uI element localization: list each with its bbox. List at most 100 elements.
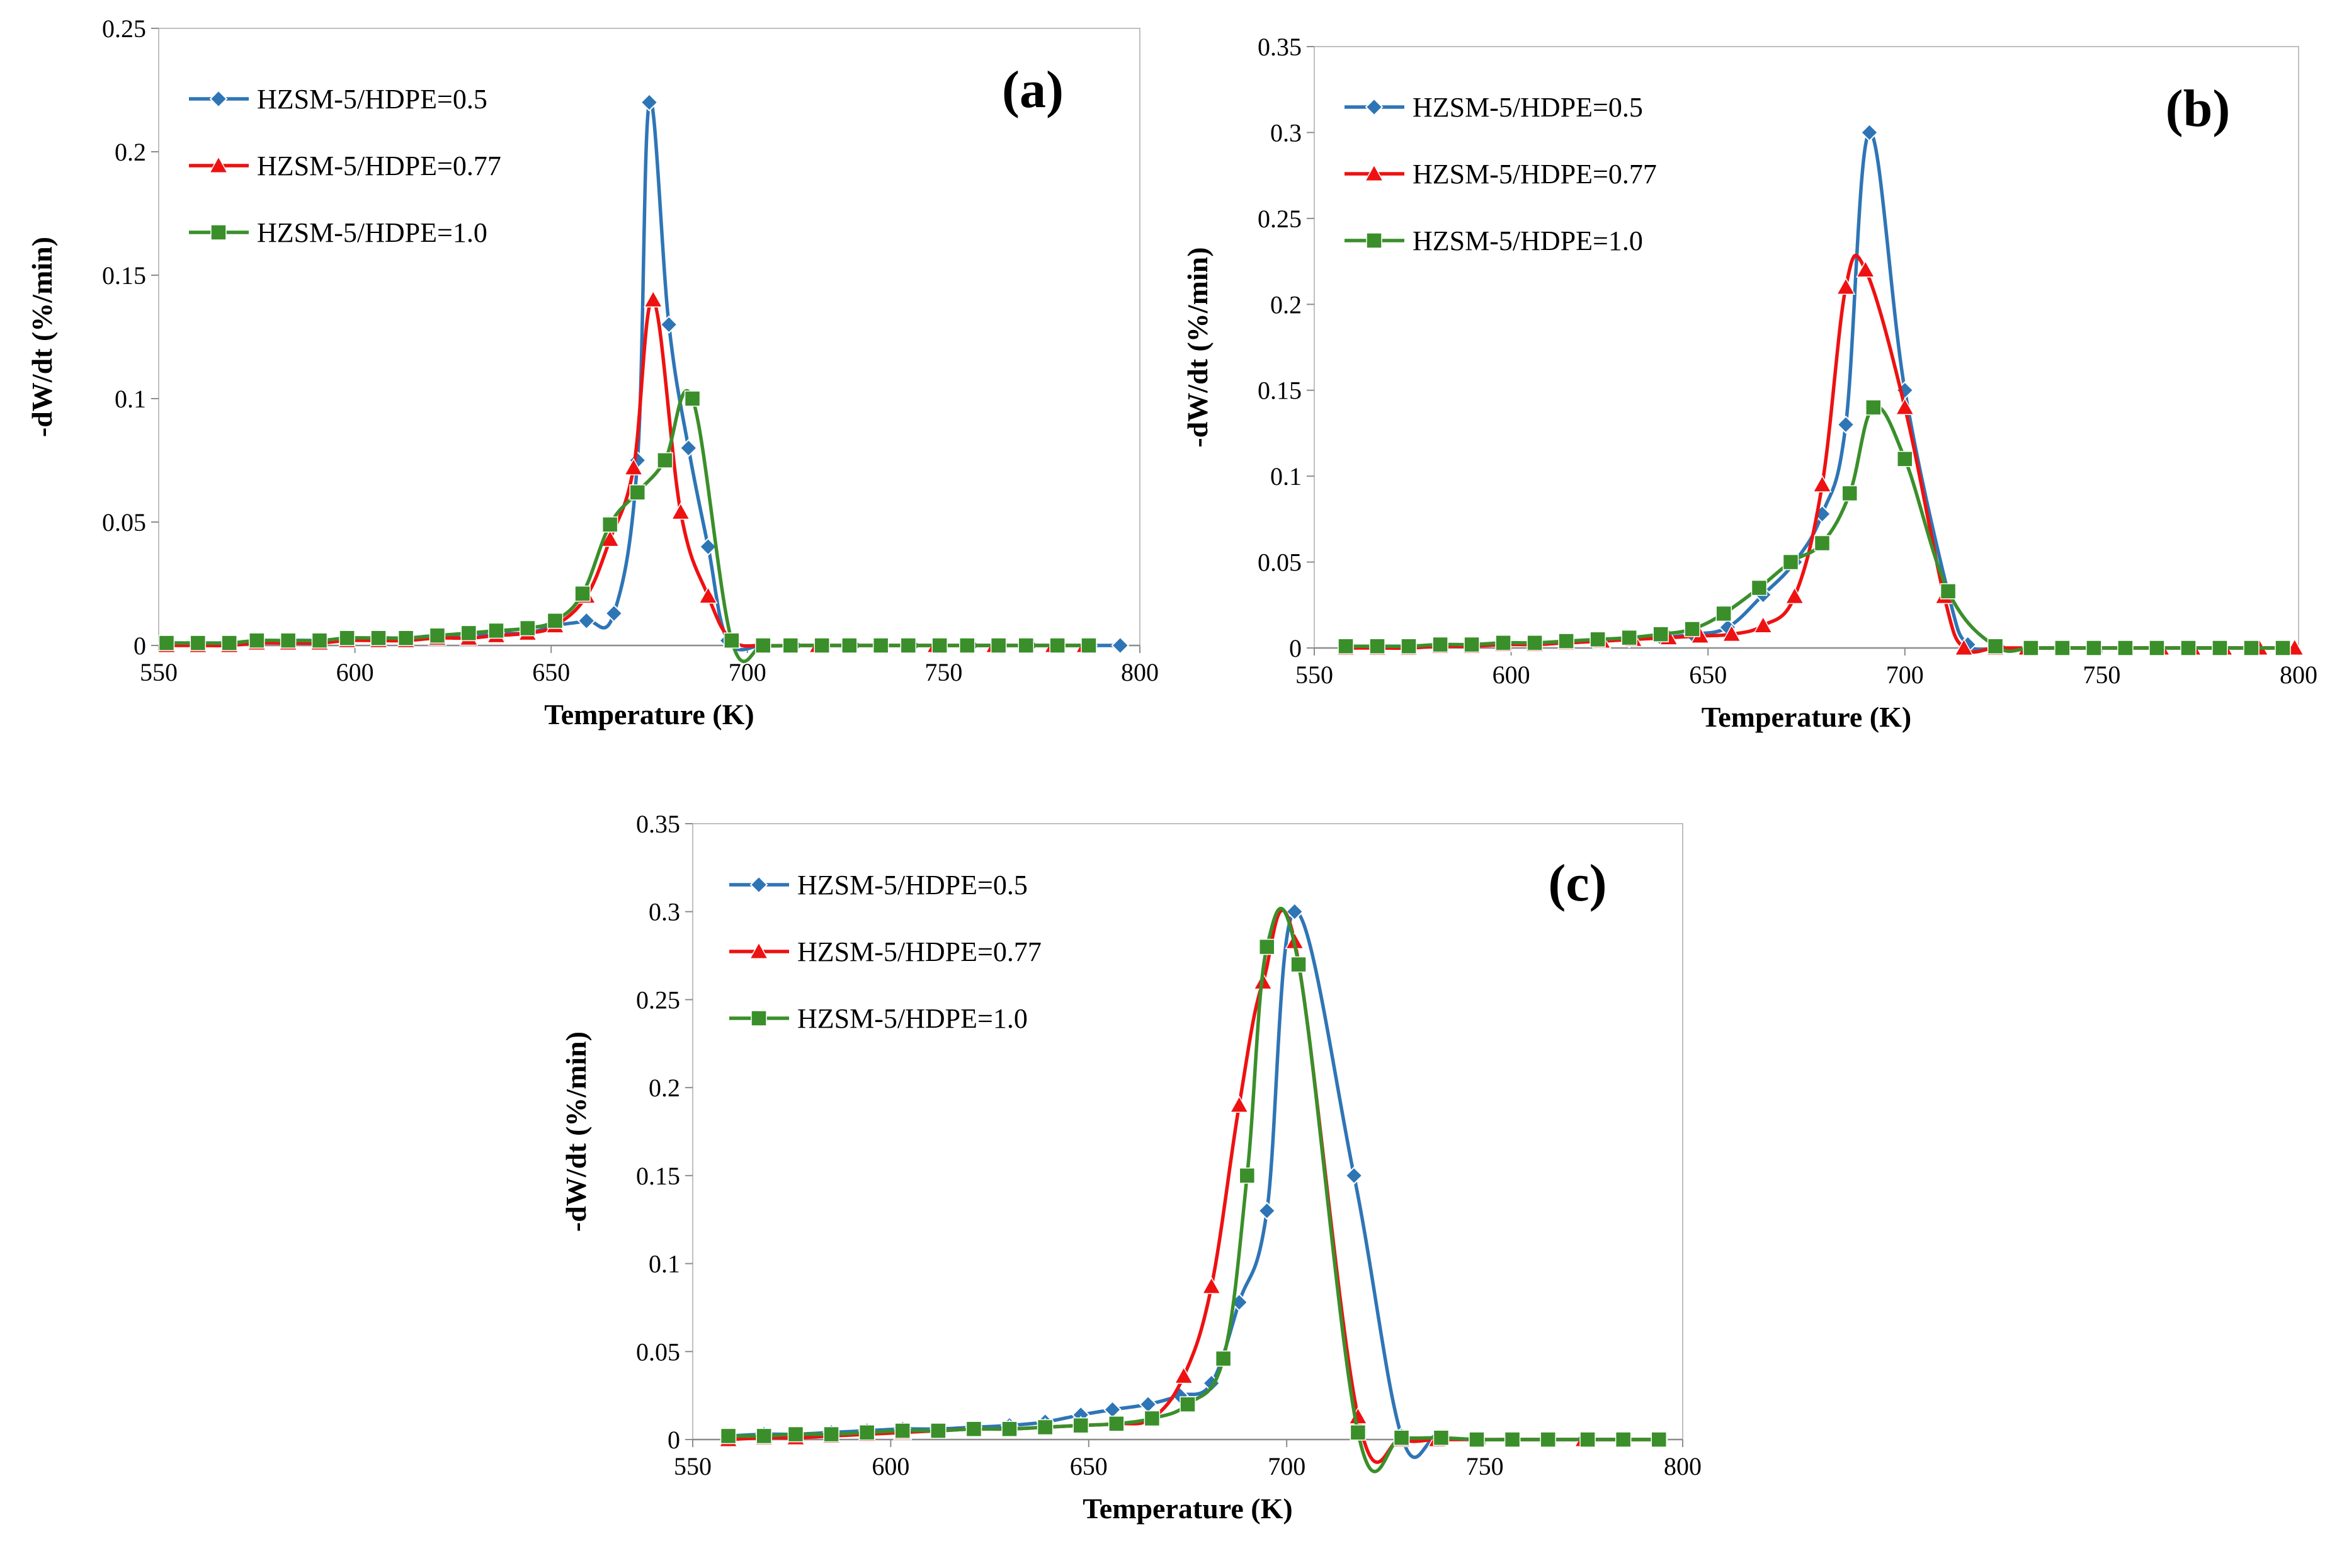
data-point bbox=[1785, 586, 1805, 605]
data-point bbox=[2054, 640, 2071, 656]
series-line bbox=[726, 908, 1661, 1464]
data-point bbox=[1841, 485, 1858, 502]
data-point bbox=[1751, 579, 1768, 596]
data-point bbox=[605, 604, 623, 623]
y-tick-label: 0.1 bbox=[115, 385, 146, 413]
data-point bbox=[1814, 535, 1831, 552]
x-tick-label: 650 bbox=[532, 658, 570, 686]
data-point bbox=[574, 585, 591, 602]
y-tick-label: 0.35 bbox=[636, 810, 680, 838]
data-point bbox=[1836, 277, 1856, 295]
data-point bbox=[756, 1428, 772, 1445]
data-point bbox=[931, 637, 948, 654]
data-point bbox=[280, 632, 297, 649]
data-point bbox=[1527, 635, 1543, 651]
y-tick-label: 0.15 bbox=[102, 261, 146, 290]
x-tick-label: 650 bbox=[1689, 661, 1727, 689]
legend-marker bbox=[1365, 98, 1384, 116]
legend-label: HZSM-5/HDPE=0.77 bbox=[797, 936, 1042, 967]
legend-marker bbox=[208, 156, 229, 173]
data-point bbox=[1348, 1407, 1368, 1424]
data-point bbox=[623, 458, 644, 475]
series-2 bbox=[157, 290, 1095, 653]
legend-marker bbox=[749, 875, 768, 894]
y-tick-label: 0 bbox=[668, 1426, 680, 1454]
data-point bbox=[1180, 1396, 1196, 1412]
data-point bbox=[787, 1426, 804, 1443]
data-point bbox=[488, 622, 504, 639]
x-tick-label: 700 bbox=[1268, 1452, 1305, 1480]
y-tick-label: 0.25 bbox=[1258, 205, 1302, 233]
x-tick-label: 600 bbox=[336, 658, 374, 686]
legend: HZSM-5/HDPE=0.5 HZSM-5/HDPE=0.77 HZSM-5/HD… bbox=[729, 870, 1042, 1034]
legend-item: HZSM-5/HDPE=0.5 bbox=[1345, 92, 1643, 123]
data-point bbox=[1081, 637, 1097, 654]
panel-label: (a) bbox=[1002, 60, 1064, 119]
data-point bbox=[520, 620, 536, 637]
plot-area-border bbox=[158, 28, 1140, 646]
legend-marker bbox=[751, 1010, 767, 1026]
data-point bbox=[2086, 640, 2102, 656]
data-point bbox=[339, 630, 355, 646]
data-point bbox=[679, 438, 698, 457]
chart-panel-b: 0 0.05 0.1 0.15 0.2 0.25 0.3 0.35 550 600 650 700 75… bbox=[1181, 33, 2317, 733]
legend-marker bbox=[1364, 164, 1384, 181]
data-point bbox=[2212, 640, 2228, 656]
series-line bbox=[726, 909, 1661, 1459]
x-axis-title: Temperature (K) bbox=[1702, 701, 1911, 733]
data-point bbox=[640, 93, 659, 112]
y-tick-label: 0.15 bbox=[636, 1162, 680, 1190]
data-point bbox=[699, 537, 717, 556]
series-line bbox=[164, 389, 1091, 663]
data-point bbox=[1174, 1366, 1193, 1384]
x-axis-title: Temperature (K) bbox=[544, 698, 754, 730]
series-line bbox=[1344, 254, 2297, 654]
legend-label: HZSM-5/HDPE=0.5 bbox=[257, 84, 487, 115]
data-point bbox=[1940, 583, 1957, 599]
data-point bbox=[1432, 636, 1448, 653]
legend-label: HZSM-5/HDPE=0.5 bbox=[1413, 92, 1643, 123]
legend-item: HZSM-5/HDPE=1.0 bbox=[1345, 225, 1643, 256]
chart-panel-c: 0 0.05 0.1 0.15 0.2 0.25 0.3 0.35 550 600 650 700 75… bbox=[560, 810, 1702, 1525]
x-tick-label: 700 bbox=[1886, 661, 1924, 689]
series-2 bbox=[719, 908, 1669, 1464]
data-point bbox=[1684, 621, 1700, 637]
data-point bbox=[1285, 902, 1304, 921]
data-point bbox=[158, 635, 175, 651]
legend-item: HZSM-5/HDPE=0.77 bbox=[729, 936, 1042, 967]
data-point bbox=[1338, 638, 1354, 655]
data-point bbox=[1615, 1431, 1632, 1448]
data-point bbox=[1258, 1202, 1277, 1220]
data-point bbox=[1144, 1410, 1161, 1427]
x-tick-label: 550 bbox=[1295, 661, 1333, 689]
data-point bbox=[1753, 615, 1773, 633]
data-point bbox=[2149, 640, 2165, 656]
data-point bbox=[370, 630, 387, 646]
data-point bbox=[1897, 451, 1913, 467]
data-point bbox=[1782, 554, 1799, 571]
legend-marker bbox=[1366, 232, 1382, 249]
data-point bbox=[397, 630, 414, 646]
y-tick-label: 0 bbox=[1289, 634, 1302, 662]
data-point bbox=[1836, 415, 1855, 434]
data-point bbox=[1072, 1417, 1089, 1434]
x-tick-label: 750 bbox=[2083, 661, 2120, 689]
legend-item: HZSM-5/HDPE=0.77 bbox=[189, 151, 501, 181]
x-tick-label: 700 bbox=[729, 658, 766, 686]
data-point bbox=[601, 516, 618, 533]
legend: HZSM-5/HDPE=0.5 HZSM-5/HDPE=0.77 HZSM-5/HD… bbox=[189, 84, 501, 248]
series-3 bbox=[720, 907, 1668, 1474]
y-tick-label: 0 bbox=[134, 632, 146, 660]
data-point bbox=[754, 637, 771, 654]
series-1 bbox=[719, 902, 1668, 1459]
y-tick-label: 0.3 bbox=[1270, 118, 1302, 147]
y-tick-label: 0.1 bbox=[649, 1250, 680, 1278]
x-tick-label: 650 bbox=[1070, 1452, 1108, 1480]
data-point bbox=[1393, 1429, 1410, 1446]
y-tick-label: 0.2 bbox=[1270, 290, 1302, 319]
data-point bbox=[814, 637, 830, 654]
data-point bbox=[1290, 956, 1307, 973]
data-point bbox=[720, 1428, 737, 1445]
y-tick-label: 0.25 bbox=[636, 986, 680, 1014]
